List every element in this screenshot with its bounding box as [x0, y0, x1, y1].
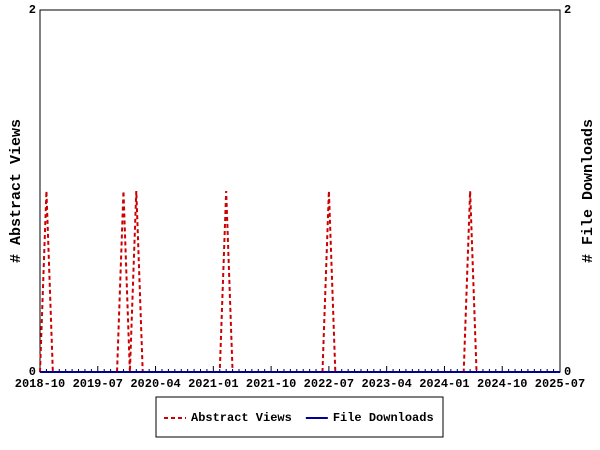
series-line [39, 190, 560, 373]
x-tick-label: 2023-04 [361, 377, 411, 391]
x-tick-label: 2024-10 [477, 377, 527, 391]
x-tick-label: 2022-07 [304, 377, 354, 391]
legend-label: Abstract Views [191, 411, 292, 425]
x-tick-label: 2024-01 [419, 377, 469, 391]
x-tick-label: 2018-10 [15, 377, 65, 391]
legend-box [155, 396, 444, 438]
y2-tick-label: 2 [564, 3, 571, 17]
y2-tick-label: 0 [564, 365, 571, 379]
plot-frame [39, 9, 561, 373]
y-tick-label: 2 [29, 3, 36, 17]
x-tick-label: 2021-01 [188, 377, 238, 391]
y-tick-label: 0 [29, 365, 36, 379]
legend-label: File Downloads [333, 411, 434, 425]
y-axis-title: # Abstract Views [8, 119, 25, 263]
x-tick-label: 2021-10 [246, 377, 296, 391]
x-tick-label: 2019-07 [73, 377, 123, 391]
x-tick-label: 2020-04 [130, 377, 180, 391]
y2-axis-title: # File Downloads [580, 119, 597, 263]
x-tick-label: 2025-07 [535, 377, 585, 391]
